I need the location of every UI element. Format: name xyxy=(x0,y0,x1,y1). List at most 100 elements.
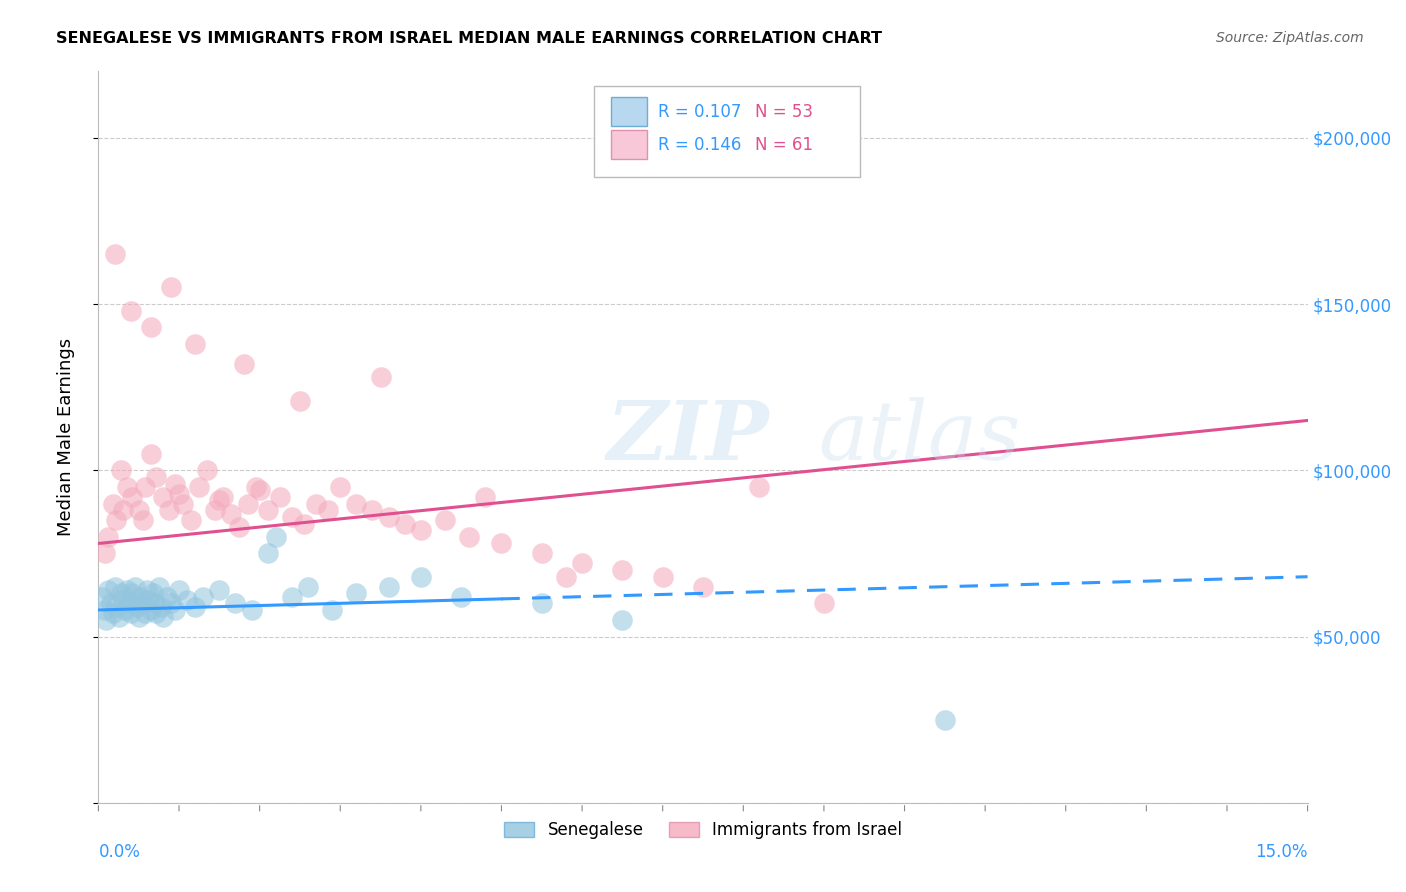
Legend: Senegalese, Immigrants from Israel: Senegalese, Immigrants from Israel xyxy=(498,814,908,846)
Point xyxy=(143,596,166,610)
FancyBboxPatch shape xyxy=(595,86,860,178)
Point xyxy=(450,590,472,604)
Point xyxy=(101,607,124,621)
Point xyxy=(491,536,513,550)
Point xyxy=(329,480,352,494)
Point xyxy=(105,513,128,527)
Point xyxy=(163,603,186,617)
Point xyxy=(91,590,114,604)
Point xyxy=(128,503,150,517)
Point xyxy=(114,603,136,617)
Point xyxy=(94,546,117,560)
Point xyxy=(148,580,170,594)
Text: 15.0%: 15.0% xyxy=(1256,843,1308,861)
Point xyxy=(370,370,392,384)
Point xyxy=(139,320,162,334)
Point xyxy=(138,593,160,607)
Point xyxy=(94,603,117,617)
Point xyxy=(204,503,226,517)
Point xyxy=(748,480,770,494)
Point xyxy=(156,590,179,604)
Point xyxy=(240,603,263,617)
Text: R = 0.146: R = 0.146 xyxy=(658,136,741,153)
Point xyxy=(118,596,141,610)
Point xyxy=(103,580,125,594)
Point xyxy=(150,599,173,614)
Point xyxy=(152,490,174,504)
Point xyxy=(145,607,167,621)
Point xyxy=(555,570,578,584)
Point xyxy=(193,590,215,604)
Point xyxy=(692,580,714,594)
Point xyxy=(212,490,235,504)
Point xyxy=(124,580,146,594)
Point xyxy=(813,596,835,610)
Point xyxy=(269,490,291,504)
Point xyxy=(409,523,432,537)
Point xyxy=(297,580,319,594)
Text: atlas: atlas xyxy=(818,397,1021,477)
Point xyxy=(612,563,634,577)
Point xyxy=(228,520,250,534)
Point xyxy=(120,303,142,318)
Text: N = 53: N = 53 xyxy=(755,103,813,120)
FancyBboxPatch shape xyxy=(612,130,647,159)
Point xyxy=(157,503,180,517)
Point xyxy=(571,557,593,571)
Text: 0.0%: 0.0% xyxy=(98,843,141,861)
Point xyxy=(110,586,132,600)
Point xyxy=(142,586,165,600)
Point xyxy=(100,596,122,610)
Point xyxy=(316,503,339,517)
Point xyxy=(221,507,243,521)
Text: R = 0.107: R = 0.107 xyxy=(658,103,741,120)
Text: ZIP: ZIP xyxy=(606,397,769,477)
Point xyxy=(103,247,125,261)
Point xyxy=(292,516,315,531)
Point xyxy=(134,607,156,621)
Point xyxy=(152,609,174,624)
Point xyxy=(97,582,120,597)
Point xyxy=(208,493,231,508)
Point xyxy=(188,480,211,494)
Text: N = 61: N = 61 xyxy=(755,136,813,153)
Point xyxy=(97,530,120,544)
Point xyxy=(111,503,134,517)
Text: SENEGALESE VS IMMIGRANTS FROM ISRAEL MEDIAN MALE EARNINGS CORRELATION CHART: SENEGALESE VS IMMIGRANTS FROM ISRAEL MED… xyxy=(56,31,882,46)
Point xyxy=(163,476,186,491)
Point xyxy=(434,513,457,527)
Point xyxy=(530,596,553,610)
Point xyxy=(121,490,143,504)
Point xyxy=(236,497,259,511)
Point xyxy=(132,513,155,527)
Point xyxy=(224,596,246,610)
Point xyxy=(96,613,118,627)
Point xyxy=(256,503,278,517)
Point xyxy=(377,509,399,524)
Point xyxy=(132,596,155,610)
Point xyxy=(139,603,162,617)
FancyBboxPatch shape xyxy=(612,97,647,127)
Point xyxy=(134,480,156,494)
Point xyxy=(128,609,150,624)
Point xyxy=(145,470,167,484)
Point xyxy=(409,570,432,584)
Point xyxy=(344,497,367,511)
Point xyxy=(105,599,128,614)
Point xyxy=(530,546,553,560)
Point xyxy=(321,603,343,617)
Point xyxy=(288,393,311,408)
Point xyxy=(651,570,673,584)
Point xyxy=(344,586,367,600)
Text: Source: ZipAtlas.com: Source: ZipAtlas.com xyxy=(1216,31,1364,45)
Point xyxy=(377,580,399,594)
Point xyxy=(281,590,304,604)
Point xyxy=(394,516,416,531)
Point xyxy=(115,582,138,597)
Point xyxy=(195,463,218,477)
Point xyxy=(107,609,129,624)
Point xyxy=(172,497,194,511)
Point xyxy=(135,582,157,597)
Point xyxy=(184,599,207,614)
Point xyxy=(934,713,956,727)
